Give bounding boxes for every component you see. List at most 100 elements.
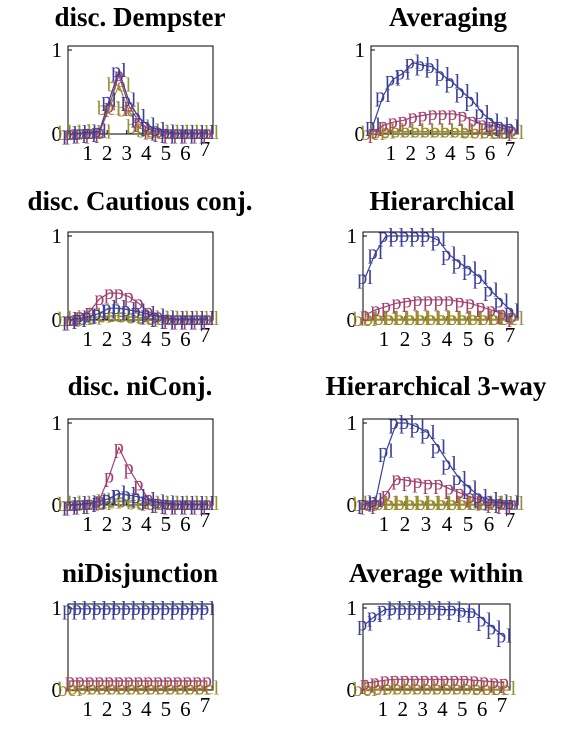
- x-tick-label: 7: [200, 508, 211, 532]
- data-point-p: p: [444, 478, 454, 500]
- data-point-p: p: [507, 306, 517, 328]
- x-tick-label: 2: [397, 697, 408, 721]
- data-point-pl: pl: [180, 122, 196, 144]
- data-point-pl: pl: [483, 280, 499, 302]
- data-point-p: p: [134, 670, 144, 692]
- y-tick-label: 1: [347, 411, 358, 435]
- data-point-p: p: [477, 113, 487, 135]
- data-point-bel: bel: [395, 493, 420, 515]
- data-point-p: p: [476, 296, 486, 318]
- x-tick-label: 1: [82, 327, 93, 351]
- series-line-pl: [69, 492, 207, 506]
- data-point-pl: pl: [82, 598, 98, 620]
- data-point-bel: bel: [126, 677, 151, 699]
- data-point-p: p: [124, 94, 134, 116]
- x-tick-label: 6: [484, 512, 495, 536]
- x-tick-label: 2: [102, 697, 113, 721]
- data-point-pl: pl: [92, 598, 108, 620]
- x-tick-label: 3: [421, 327, 432, 351]
- data-point-pl: pl: [415, 54, 431, 76]
- chart-title: Averaging: [389, 2, 507, 32]
- data-point-p: p: [439, 668, 449, 690]
- data-point-bel: bel: [87, 306, 112, 328]
- data-point-pl: pl: [476, 609, 492, 631]
- data-point-bel: bel: [432, 677, 457, 699]
- data-point-bel: bel: [156, 308, 181, 330]
- data-point-pl: pl: [141, 489, 157, 511]
- data-point-p: p: [104, 282, 114, 304]
- data-point-pl: pl: [399, 412, 415, 434]
- data-point-pl: pl: [437, 599, 453, 621]
- data-point-pl: pl: [378, 441, 394, 463]
- data-point-pl: pl: [82, 492, 98, 514]
- data-point-bel: bel: [146, 677, 171, 699]
- data-point-bel: bel: [195, 493, 220, 515]
- data-point-p: p: [65, 670, 75, 692]
- data-point-p: p: [104, 465, 114, 487]
- x-tick-label: 5: [161, 327, 172, 351]
- data-point-bel: bel: [126, 306, 151, 328]
- data-point-bel: bel: [58, 679, 83, 701]
- plot-frame: [362, 418, 519, 506]
- data-point-pl: pl: [357, 492, 373, 514]
- data-point-pl: pl: [425, 56, 441, 78]
- data-point-pl: pl: [170, 122, 186, 144]
- data-point-pl: pl: [170, 598, 186, 620]
- data-point-p: p: [360, 304, 370, 326]
- y-tick-label: 1: [52, 411, 63, 435]
- data-point-bel: bel: [468, 308, 493, 330]
- data-point-pl: pl: [111, 598, 127, 620]
- plot-frame: [370, 45, 519, 135]
- series-line-p: [364, 478, 513, 505]
- data-point-pl: pl: [180, 493, 196, 515]
- data-point-p: p: [455, 291, 465, 313]
- data-point-bel: bel: [416, 308, 441, 330]
- data-point-p: p: [467, 110, 477, 132]
- data-point-pl: pl: [160, 492, 176, 514]
- data-point-pl: pl: [494, 291, 510, 313]
- data-point-p: p: [143, 670, 153, 692]
- data-point-bel: bel: [395, 308, 420, 330]
- x-tick-label: 3: [121, 697, 132, 721]
- data-point-bel: bel: [363, 493, 388, 515]
- x-tick-label: 4: [437, 697, 448, 721]
- x-tick-label: 4: [141, 327, 152, 351]
- plot-frame: [67, 603, 214, 691]
- data-point-bel: bel: [452, 677, 477, 699]
- data-point-bel: bel: [77, 677, 102, 699]
- data-point-bel: bel: [412, 677, 437, 699]
- data-point-pl: pl: [180, 598, 196, 620]
- data-point-pl: pl: [368, 490, 384, 512]
- series-line-bel: [69, 687, 207, 691]
- x-tick-label: 5: [457, 697, 468, 721]
- data-point-bel: bel: [410, 120, 435, 142]
- data-point-p: p: [114, 64, 124, 86]
- y-tick-label: 0: [52, 308, 63, 332]
- y-tick-label: 0: [347, 678, 358, 702]
- x-tick-label: 6: [485, 141, 496, 165]
- data-point-pl: pl: [405, 52, 421, 74]
- data-point-bel: bel: [392, 677, 417, 699]
- chart-title: disc. Dempster: [55, 2, 226, 32]
- data-point-pl: pl: [72, 493, 88, 515]
- y-tick-label: 0: [52, 122, 63, 146]
- data-point-bel: bel: [136, 120, 161, 142]
- data-point-bel: bel: [363, 308, 388, 330]
- data-point-bel: bel: [462, 677, 487, 699]
- data-point-p: p: [489, 671, 499, 693]
- data-point-pl: pl: [483, 489, 499, 511]
- data-point-bel: bel: [447, 308, 472, 330]
- data-point-pl: pl: [170, 308, 186, 330]
- data-point-p: p: [507, 120, 517, 142]
- data-point-bel: bel: [371, 121, 396, 143]
- data-point-p: p: [134, 474, 144, 496]
- data-point-p: p: [390, 668, 400, 690]
- data-point-bel: bel: [383, 677, 408, 699]
- data-point-p: p: [497, 492, 507, 514]
- plot-frame: [67, 231, 214, 321]
- x-tick-label: 4: [442, 327, 453, 351]
- x-tick-label: 5: [463, 512, 474, 536]
- y-tick-label: 0: [52, 493, 63, 517]
- data-point-p: p: [434, 289, 444, 311]
